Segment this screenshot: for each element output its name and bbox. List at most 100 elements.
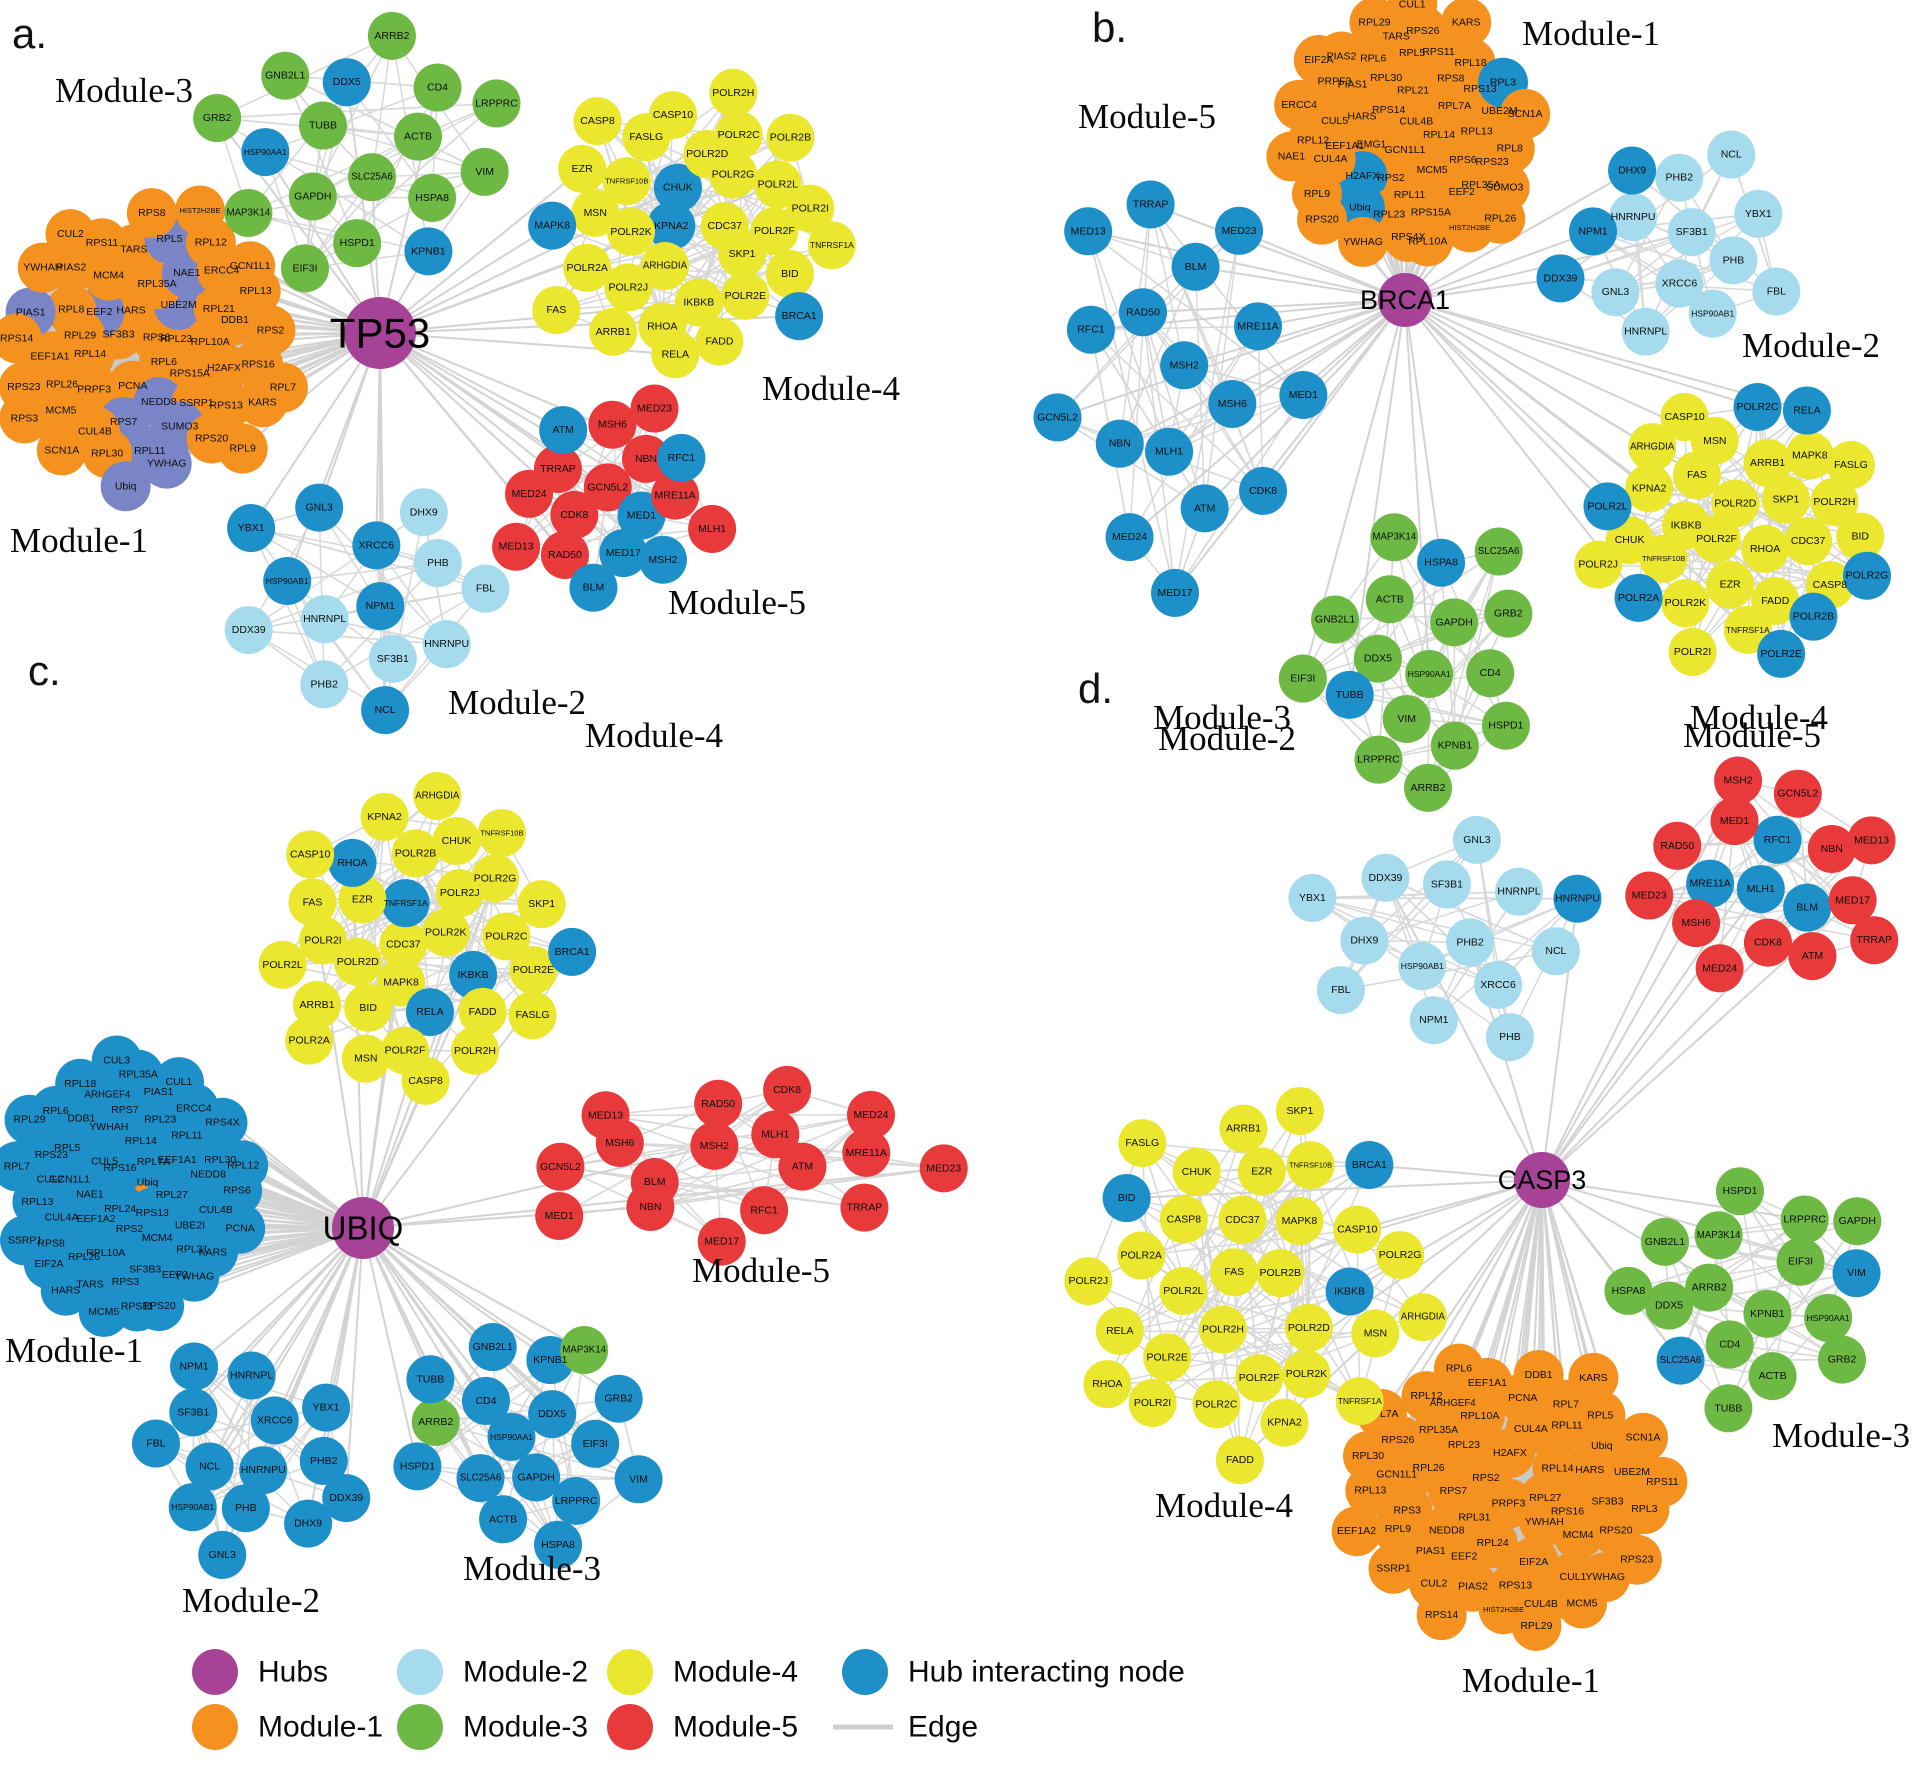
protein-node-label: POLR2A [288, 1035, 329, 1047]
protein-node-label: DDB1 [221, 314, 249, 326]
protein-node [535, 1192, 584, 1241]
protein-node [356, 582, 405, 631]
protein-node-label: RPL26 [1413, 1462, 1445, 1474]
protein-node-label: ARHGDIA [1401, 1312, 1446, 1323]
protein-node [286, 830, 335, 879]
edge [429, 1378, 537, 1478]
protein-node-label: ARRB1 [1226, 1123, 1261, 1135]
protein-node-label: RAD50 [548, 549, 582, 561]
protein-node [653, 163, 702, 212]
protein-node-label: ARRB1 [300, 999, 335, 1011]
protein-node [221, 1484, 270, 1533]
legend-swatch-module-1 [192, 1704, 238, 1750]
protein-node-label: RPL23 [144, 1113, 176, 1125]
protein-node [367, 11, 416, 60]
edge [430, 1378, 596, 1445]
protein-node-label: TARS [120, 243, 147, 255]
protein-node-label: MSH2 [700, 1140, 729, 1152]
protein-node-label: RPL31 [1458, 1511, 1490, 1523]
protein-node-label: RELA [416, 1006, 443, 1018]
edge [345, 1227, 364, 1499]
protein-node-label: MED23 [1632, 890, 1667, 902]
protein-node [1604, 1266, 1653, 1315]
protein-node [405, 988, 454, 1037]
protein-node [688, 504, 737, 553]
hub-node [1378, 273, 1432, 327]
protein-node [241, 128, 290, 177]
protein-node-label: EEF1A1 [30, 350, 69, 362]
protein-node-label: RPL23 [1448, 1439, 1480, 1451]
protein-node-label: CDK8 [1754, 937, 1782, 949]
protein-node-label: DHX9 [1350, 935, 1378, 947]
protein-node [224, 606, 273, 655]
legend-label: Hubs [258, 1656, 328, 1689]
protein-node [300, 595, 349, 644]
protein-node [622, 434, 671, 483]
protein-node [170, 1342, 219, 1391]
panel-c-module-5: MSH2 ATM BLM MLH1 RFC1 MSH6 MRE11A NBN RAD50 TRRA… [535, 1065, 968, 1266]
protein-node-label: GRB2 [1494, 608, 1523, 620]
edge [250, 527, 439, 564]
protein-node [401, 1056, 450, 1105]
protein-node-label: RPS23 [1475, 156, 1508, 168]
protein-node-label: NBN [1109, 438, 1131, 450]
protein-node-label: POLR2A [566, 262, 607, 274]
edge [1174, 230, 1240, 594]
protein-node-label: EIF2A [34, 1258, 63, 1270]
protein-node-label: MAPK8 [534, 220, 570, 232]
protein-node-label: IKBKB [1334, 1285, 1365, 1297]
protein-node [1757, 629, 1806, 678]
protein-node-label: FADD [705, 336, 733, 348]
protein-node-label: GNB2L1 [1645, 1236, 1685, 1248]
edge [362, 878, 496, 1229]
protein-node-label: POLR2D [337, 956, 379, 968]
protein-node-label: NPM1 [366, 600, 395, 612]
protein-node [1832, 1249, 1881, 1298]
protein-node-label: MCM5 [1417, 164, 1448, 176]
protein-node-label: HARS [116, 305, 145, 317]
protein-node-label: HSP90AB1 [266, 576, 309, 586]
edge [362, 1227, 553, 1415]
protein-node [560, 1326, 609, 1375]
protein-node [1743, 1289, 1792, 1338]
protein-node-label: MAPK8 [383, 976, 419, 988]
protein-node [1286, 1141, 1335, 1190]
legend-label: Module-4 [673, 1656, 798, 1689]
protein-node-label: DHX9 [294, 1518, 322, 1530]
protein-node-label: CUL4A [1514, 1423, 1548, 1435]
protein-node-label: ACTB [404, 131, 432, 143]
protein-node-label: GCN5L2 [587, 481, 628, 493]
protein-node [1556, 1578, 1607, 1629]
protein-node [46, 284, 97, 335]
protein-node-label: RPL13 [1354, 1485, 1386, 1497]
protein-node-label: HSP90AA1 [1408, 669, 1451, 679]
protein-node-label: ARHGEF4 [1430, 1398, 1476, 1409]
protein-node-label: DDB1 [67, 1113, 95, 1125]
protein-node [1256, 1249, 1305, 1298]
protein-node-label: H2AFX [1493, 1447, 1527, 1459]
protein-node-label: KARS [199, 1246, 228, 1258]
protein-node [1353, 634, 1402, 683]
protein-node-label: CDK8 [1249, 485, 1277, 497]
protein-node [1637, 1456, 1688, 1507]
protein-node-label: MED1 [1289, 389, 1318, 401]
edge [1168, 299, 1406, 453]
protein-node [1368, 1543, 1419, 1594]
protein-node [694, 1079, 743, 1128]
edge [1167, 1332, 1376, 1359]
module-label: Module-3 [463, 1549, 601, 1588]
protein-node [509, 946, 558, 995]
protein-node-label: CASP10 [1337, 1224, 1377, 1236]
edge [193, 1227, 364, 1368]
protein-node-label: MED13 [588, 1109, 623, 1121]
protein-node-label: RPL9 [230, 443, 256, 455]
edge [1312, 897, 1471, 944]
protein-node-label: HSP90AB1 [1401, 961, 1444, 971]
protein-node-label: CASP8 [1167, 1213, 1202, 1225]
protein-node-label: DDX5 [538, 1408, 566, 1420]
panel-d-module-1: PRPF3 RPS2 RPL27 RPL31 H2AFX YWHAH RPS7 RPL14 RP… [1331, 1343, 1688, 1651]
protein-node-label: RPS8 [138, 207, 166, 219]
protein-node [1066, 305, 1115, 354]
protein-node-label: ATM [552, 424, 573, 436]
protein-node-label: NPM1 [1419, 1014, 1448, 1026]
